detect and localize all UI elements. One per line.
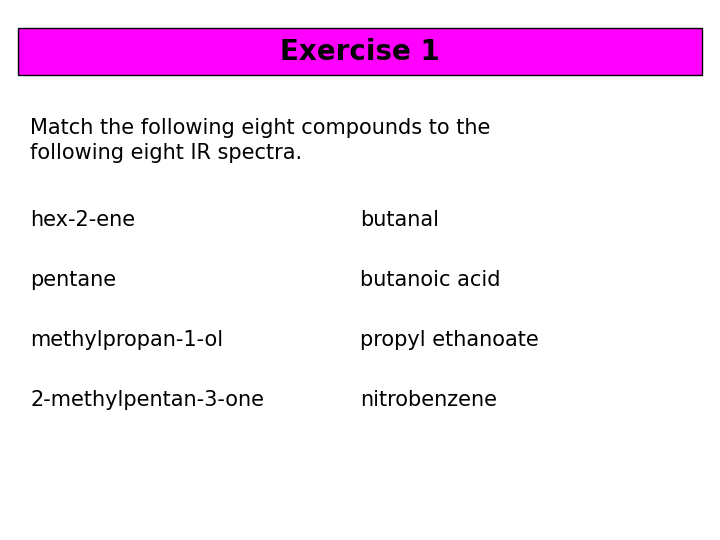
Bar — [18, 28, 702, 75]
Text: following eight IR spectra.: following eight IR spectra. — [30, 143, 302, 163]
Text: hex-2-ene: hex-2-ene — [30, 210, 135, 230]
Text: Exercise 1: Exercise 1 — [280, 37, 440, 65]
Text: propyl ethanoate: propyl ethanoate — [360, 330, 539, 350]
Text: nitrobenzene: nitrobenzene — [360, 390, 497, 410]
Text: butanal: butanal — [360, 210, 439, 230]
Text: butanoic acid: butanoic acid — [360, 270, 500, 290]
Text: Match the following eight compounds to the: Match the following eight compounds to t… — [30, 118, 490, 138]
Text: 2-methylpentan-3-one: 2-methylpentan-3-one — [30, 390, 264, 410]
Text: methylpropan-1-ol: methylpropan-1-ol — [30, 330, 223, 350]
Text: pentane: pentane — [30, 270, 116, 290]
